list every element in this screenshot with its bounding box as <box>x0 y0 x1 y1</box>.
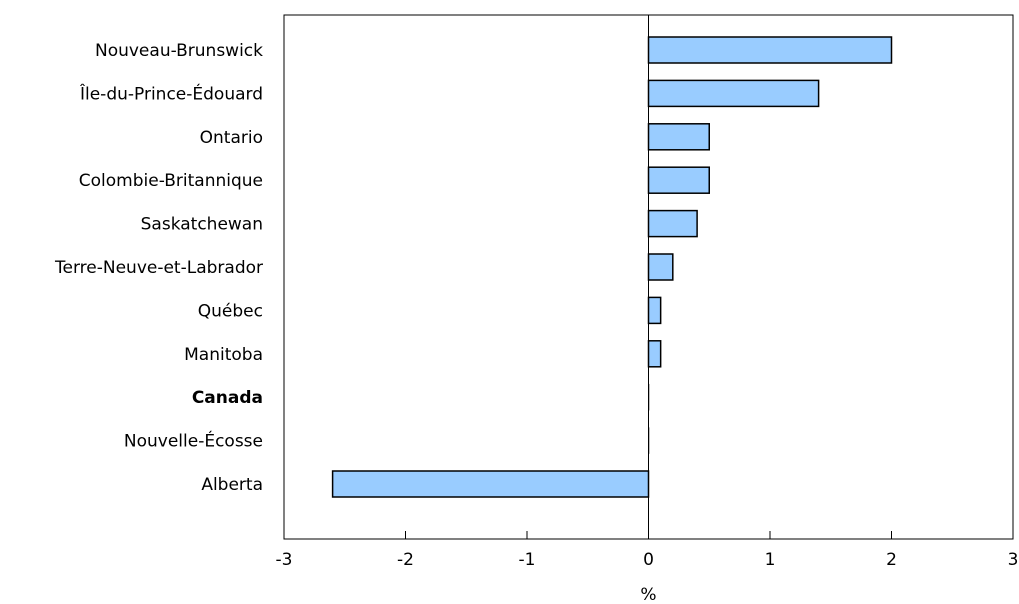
bar <box>647 123 710 151</box>
category-label: Québec <box>198 301 263 321</box>
bars-group <box>331 36 893 498</box>
bar <box>647 296 662 325</box>
category-label: Nouveau-Brunswick <box>95 41 263 61</box>
x-tick-label: 0 <box>643 550 654 570</box>
category-label: Manitoba <box>184 345 263 365</box>
category-label: Colombie-Britannique <box>79 171 263 191</box>
x-tick-label: -2 <box>397 550 414 570</box>
x-tick-label: 3 <box>1008 550 1019 570</box>
x-tick-label: -1 <box>519 550 536 570</box>
category-label: Alberta <box>201 475 263 495</box>
bar <box>647 340 662 368</box>
bar <box>647 79 820 108</box>
bar <box>331 470 650 498</box>
category-label: Nouvelle-Écosse <box>124 430 263 452</box>
x-tick-label: 2 <box>886 550 897 570</box>
x-tick-label: -3 <box>276 550 293 570</box>
category-label: Terre-Neuve-et-Labrador <box>54 258 263 278</box>
x-axis-title: % <box>640 585 656 604</box>
bar <box>647 253 674 281</box>
category-label: Ontario <box>200 128 263 148</box>
bar <box>647 36 893 64</box>
bar <box>647 209 698 238</box>
x-ticks: -3 -2 -1 0 1 2 3 <box>276 531 1019 570</box>
bar <box>647 166 710 194</box>
category-label: Canada <box>192 388 263 408</box>
category-label: Saskatchewan <box>141 215 263 235</box>
category-labels: Nouveau-Brunswick Île-du-Prince-Édouard On… <box>54 41 263 495</box>
x-tick-label: 1 <box>765 550 776 570</box>
category-label: Île-du-Prince-Édouard <box>79 82 263 104</box>
